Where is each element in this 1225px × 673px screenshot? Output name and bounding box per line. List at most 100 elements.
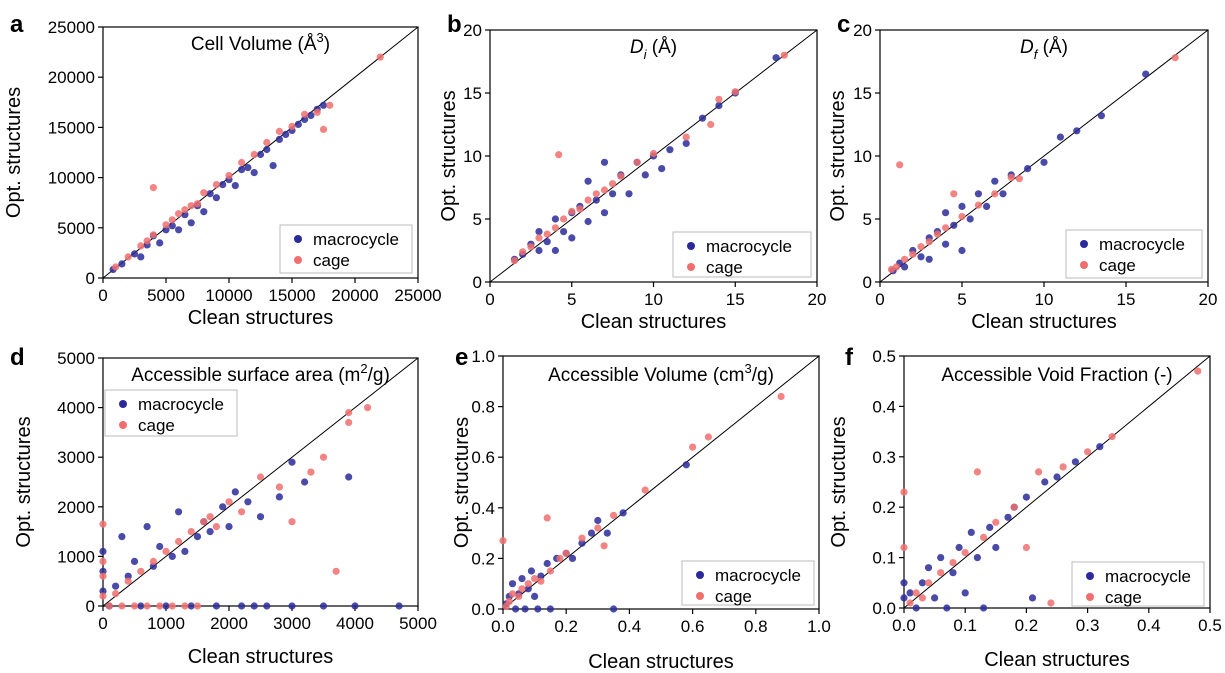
x-tick-label: 10 (1035, 290, 1054, 309)
point-cage (546, 567, 555, 575)
panel-e: e 0.0 0.2 0.4 0.6 0.8 1.0 0.0 0.2 0.4 0.6 0.8 1.0 Cle… (451, 344, 831, 673)
point-cage (925, 238, 933, 246)
point-macrocycle (187, 219, 195, 227)
point-macrocycle (609, 190, 617, 198)
y-axis-label: Opt. structures (13, 416, 35, 547)
point-cage (617, 172, 625, 180)
x-tick-label: 4000 (336, 614, 374, 633)
point-macrocycle (568, 554, 577, 563)
point-cage (326, 101, 334, 109)
point-macrocycle (118, 260, 126, 268)
point-macrocycle (137, 253, 145, 261)
point-macrocycle (263, 145, 271, 154)
legend-marker-macrocycle (294, 235, 302, 243)
y-tick-label: 0.0 (872, 599, 896, 618)
point-cage (505, 597, 513, 606)
point-cage (576, 205, 584, 213)
legend-label-macrocycle: macrocycle (313, 230, 399, 249)
x-tick-label: 0 (485, 290, 494, 309)
y-tick-label: 0.6 (471, 448, 495, 467)
point-macrocycle (275, 135, 283, 143)
point-cage (949, 559, 957, 567)
legend-label-macrocycle: macrocycle (1105, 567, 1191, 586)
legend: macrocycle cage (1065, 229, 1203, 279)
point-macrocycle (219, 503, 227, 511)
point-macrocycle (594, 516, 602, 525)
point-cage (1022, 543, 1030, 552)
point-cage (515, 592, 523, 601)
point-macrocycle (351, 602, 359, 610)
x-tick-label: 20000 (331, 286, 378, 305)
y-tick-label: 0 (86, 269, 95, 288)
y-tick-label: 0.2 (872, 498, 896, 517)
point-cage (912, 589, 920, 597)
point-macrocycle (901, 263, 909, 271)
point-cage (901, 255, 909, 263)
point-cage (568, 207, 576, 215)
point-cage (307, 468, 315, 476)
point-macrocycle (1040, 158, 1048, 166)
point-cage (707, 120, 715, 129)
point-macrocycle (206, 528, 214, 536)
point-cage (1108, 433, 1116, 441)
y-tick-label: 0.8 (471, 398, 495, 417)
point-macrocycle (958, 202, 966, 210)
panel-letter: e (455, 344, 468, 371)
point-macrocycle (256, 150, 265, 159)
y-tick-label: 10 (463, 147, 482, 166)
point-macrocycle (682, 461, 690, 469)
plot-frame (102, 357, 419, 607)
legend: macrocycle cage (672, 231, 812, 278)
title-superscript: 2 (360, 361, 367, 376)
panel-d: d 0 1000 2000 3000 4000 5000 0 1000 2000 3000 4000 5… (10, 344, 437, 668)
point-cage (137, 567, 145, 575)
point-macrocycle (156, 239, 164, 247)
point-macrocycle (715, 102, 723, 110)
panel-title: Df (Å) (1020, 37, 1068, 62)
point-macrocycle (603, 529, 611, 537)
point-macrocycle (619, 509, 627, 517)
point-cage (560, 215, 568, 223)
point-cage (99, 572, 107, 580)
point-macrocycle (1073, 127, 1081, 135)
title-text: Cell Volume (Å (191, 34, 317, 55)
point-macrocycle (937, 554, 945, 562)
point-macrocycle (250, 169, 258, 177)
panel-title: Accessible Void Fraction (-) (941, 365, 1172, 386)
point-cage (187, 202, 195, 210)
point-cage (181, 602, 189, 610)
point-macrocycle (983, 202, 991, 210)
x-tick-label: 0.5 (1198, 616, 1222, 635)
x-tick-label: 15 (1117, 290, 1136, 309)
x-tick-label: 15000 (268, 286, 315, 305)
point-macrocycle (263, 602, 271, 610)
legend-box (1065, 229, 1203, 279)
point-cage (918, 594, 927, 602)
point-macrocycle (231, 182, 239, 190)
title-tail: /g) (752, 365, 774, 386)
point-macrocycle (912, 604, 920, 612)
point-macrocycle (175, 508, 183, 516)
point-cage (1171, 54, 1179, 62)
point-cage (527, 243, 535, 251)
point-cage (1047, 599, 1055, 607)
point-cage (1194, 367, 1202, 375)
point-macrocycle (238, 602, 246, 610)
point-macrocycle (917, 253, 925, 261)
point-macrocycle (137, 602, 145, 610)
y-tick-label: 20 (853, 21, 872, 40)
point-cage (641, 486, 649, 494)
point-cage (578, 534, 586, 542)
point-cage (896, 161, 904, 169)
point-macrocycle (219, 181, 227, 189)
points-layer (900, 367, 1202, 612)
y-tick-label: 25000 (48, 18, 95, 37)
diagonal-line (502, 355, 820, 610)
y-tick-label: 5 (863, 210, 872, 229)
points-layer (510, 51, 788, 265)
panel-letter: d (10, 344, 25, 371)
x-tick-label: 5 (957, 290, 966, 309)
legend-marker-macrocycle (119, 400, 127, 408)
y-tick-label: 20000 (48, 68, 95, 87)
y-tick-label: 0 (473, 273, 482, 292)
